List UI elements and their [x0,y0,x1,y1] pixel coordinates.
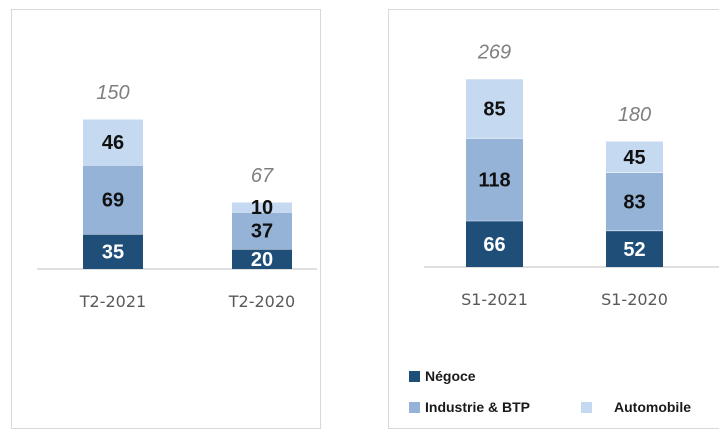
data-label-t2-2021-negoce: 35 [102,242,124,264]
data-label-t2-2020-automobile: 10 [251,197,273,219]
bar-t2-2020-automobile [232,202,292,212]
bar-s1-2020-automobile [606,141,663,173]
data-label-s1-2020-automobile: 45 [623,147,645,169]
data-label-t2-2020-industrie-btp: 37 [251,221,273,243]
bar-s1-2020-negoce [606,230,663,267]
bar-t2-2021-industrie-btp [83,165,143,234]
data-label-t2-2021-industrie-btp: 69 [102,190,124,212]
semester-chart-svg: 66 118 85 269 S1-2021 52 83 45 180 S1-2020 [424,42,719,309]
bar-t2-2021-automobile [83,119,143,165]
bar-t2-2020-industrie-btp [232,212,292,249]
legend-swatch-industrie [409,401,420,413]
legend-label-negoce: Négoce [425,368,476,384]
total-label-s1-2021: 269 [477,42,511,64]
tick-label-t2-2021: T2-2021 [79,292,146,311]
bar-s1-2020-industrie-btp [606,172,663,231]
legend-item-negoce: Négoce [409,368,476,384]
total-label-s1-2020: 180 [618,104,651,126]
data-label-s1-2020-negoce: 52 [623,239,645,261]
legend-item-automobile: Automobile [581,399,691,415]
data-label-s1-2020-industrie-btp: 83 [623,192,645,214]
bar-s1-2021-negoce [466,220,523,267]
data-label-s1-2021-industrie-btp: 118 [478,170,510,192]
data-label-s1-2021-automobile: 85 [483,98,505,120]
legend-item-industrie: Industrie & BTP [409,399,530,415]
legend-swatch-negoce [409,370,420,382]
legend-label-industrie: Industrie & BTP [425,399,531,415]
bar-s1-2021-automobile [466,78,523,139]
bar-s1-2021-industrie-btp [466,138,523,221]
data-label-t2-2021-automobile: 46 [102,132,124,154]
chart-panel-semester: 66 118 85 269 S1-2021 52 83 45 180 S1-2020 Négoce… [388,9,719,429]
bar-t2-2020-negoce [232,249,292,269]
bar-t2-2021-negoce [83,234,143,269]
data-label-s1-2021-negoce: 66 [483,234,505,256]
data-label-t2-2020-negoce: 20 [251,249,273,271]
tick-label-s1-2021: S1-2021 [461,290,528,309]
chart-panel-quarter: 35 69 46 150 T2-2021 20 37 10 67 T2-2020 [11,9,321,429]
legend-swatch-automobile [581,401,592,413]
total-label-t2-2020: 67 [251,165,274,187]
legend-label-automobile: Automobile [614,399,691,415]
tick-label-t2-2020: T2-2020 [228,292,295,311]
total-label-t2-2021: 150 [96,82,129,104]
tick-label-s1-2020: S1-2020 [601,290,668,309]
